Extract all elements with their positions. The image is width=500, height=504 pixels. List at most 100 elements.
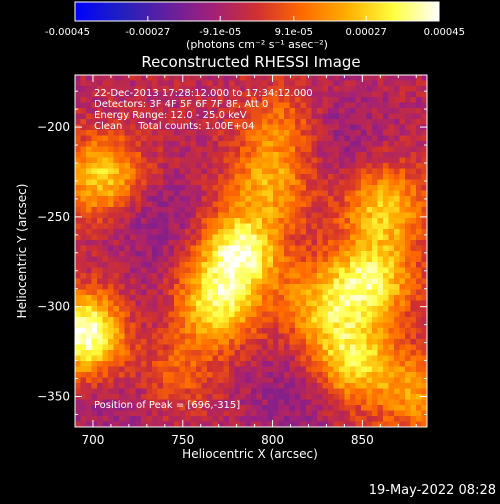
heatmap-cell <box>388 278 395 285</box>
heatmap-cell <box>196 399 202 406</box>
heatmap-cell <box>350 141 356 147</box>
heatmap-cell <box>240 388 246 395</box>
heatmap-cell <box>102 317 109 323</box>
heatmap-cell <box>372 311 378 318</box>
heatmap-cell <box>317 135 323 142</box>
heatmap-cell <box>86 366 92 373</box>
heatmap-cell <box>344 163 351 169</box>
heatmap-cell <box>163 256 169 263</box>
heatmap-cell <box>410 108 417 114</box>
heatmap-cell <box>212 196 219 202</box>
heatmap-cell <box>278 179 285 186</box>
heatmap-cell <box>344 146 351 153</box>
heatmap-cell <box>212 355 219 362</box>
heatmap-cell <box>240 196 246 202</box>
heatmap-cell <box>322 328 329 334</box>
heatmap-cell <box>102 223 109 230</box>
heatmap-cell <box>416 91 422 98</box>
heatmap-cell <box>163 218 169 224</box>
heatmap-cell <box>229 311 235 318</box>
heatmap-cell <box>190 190 197 197</box>
heatmap-cell <box>300 179 307 186</box>
heatmap-cell <box>119 251 125 257</box>
heatmap-cell <box>284 405 290 411</box>
heatmap-cell <box>377 245 384 252</box>
heatmap-cell <box>333 361 340 367</box>
heatmap-cell <box>333 262 340 268</box>
heatmap-cell <box>124 278 131 285</box>
heatmap-cell <box>256 339 263 345</box>
heatmap-cell <box>190 135 197 142</box>
heatmap-cell <box>300 278 307 285</box>
heatmap-cell <box>399 174 406 180</box>
heatmap-cell <box>311 218 318 224</box>
heatmap-cell <box>350 97 356 103</box>
heatmap-cell <box>80 344 87 351</box>
heatmap-cell <box>256 295 263 301</box>
heatmap-cell <box>251 190 257 197</box>
colorbar-tick-label: 0.00027 <box>346 27 387 38</box>
heatmap-cell <box>278 344 285 351</box>
heatmap-cell <box>174 108 180 114</box>
heatmap-cell <box>91 416 98 422</box>
heatmap-cell <box>212 289 219 296</box>
heatmap-cell <box>377 141 384 147</box>
heatmap-cell <box>394 262 400 268</box>
heatmap-cell <box>295 108 301 114</box>
heatmap-cell <box>152 267 158 274</box>
heatmap-cell <box>344 322 351 329</box>
heatmap-cell <box>366 229 373 235</box>
heatmap-cell <box>394 218 400 224</box>
heatmap-cell <box>141 223 147 230</box>
heatmap-cell <box>119 157 125 164</box>
heatmap-cell <box>311 350 318 356</box>
heatmap-cell <box>262 333 268 340</box>
heatmap-cell <box>372 113 378 120</box>
heatmap-cell <box>306 80 312 87</box>
heatmap-cell <box>245 124 252 131</box>
heatmap-cell <box>350 152 356 158</box>
heatmap-cell <box>196 421 202 427</box>
heatmap-cell <box>223 289 230 296</box>
heatmap-cell <box>322 300 329 307</box>
heatmap-cell <box>130 311 136 318</box>
heatmap-cell <box>207 344 213 351</box>
heatmap-cell <box>130 108 136 114</box>
heatmap-cell <box>333 383 340 389</box>
heatmap-cell <box>284 174 290 180</box>
heatmap-cell <box>179 344 186 351</box>
heatmap-cell <box>218 262 224 268</box>
heatmap-cell <box>350 278 356 285</box>
colorbar-tick-label: 0.00045 <box>424 27 465 38</box>
heatmap-cell <box>86 361 92 367</box>
heatmap-cell <box>399 168 406 175</box>
heatmap-cell <box>383 146 389 153</box>
heatmap-cell <box>163 135 169 142</box>
heatmap-cell <box>190 113 197 120</box>
heatmap-cell <box>405 256 411 263</box>
heatmap-cell <box>102 333 109 340</box>
heatmap-cell <box>152 119 158 125</box>
heatmap-cell <box>201 168 208 175</box>
heatmap-cell <box>234 284 241 290</box>
heatmap-cell <box>355 146 362 153</box>
heatmap-cell <box>108 278 114 285</box>
heatmap-cell <box>322 75 329 81</box>
heatmap-cell <box>179 207 186 213</box>
heatmap-cell <box>119 366 125 373</box>
heatmap-cell <box>251 267 257 274</box>
heatmap-cell <box>201 311 208 318</box>
heatmap-cell <box>152 196 158 202</box>
heatmap-cell <box>284 410 290 417</box>
heatmap-cell <box>168 251 175 257</box>
heatmap-cell <box>388 190 395 197</box>
heatmap-cell <box>394 421 400 427</box>
heatmap-cell <box>421 168 427 175</box>
heatmap-cell <box>311 75 318 81</box>
heatmap-cell <box>201 146 208 153</box>
heatmap-cell <box>328 174 334 180</box>
heatmap-cell <box>146 146 153 153</box>
heatmap-cell <box>80 119 87 125</box>
heatmap-cell <box>168 97 175 103</box>
heatmap-cell <box>289 212 296 219</box>
